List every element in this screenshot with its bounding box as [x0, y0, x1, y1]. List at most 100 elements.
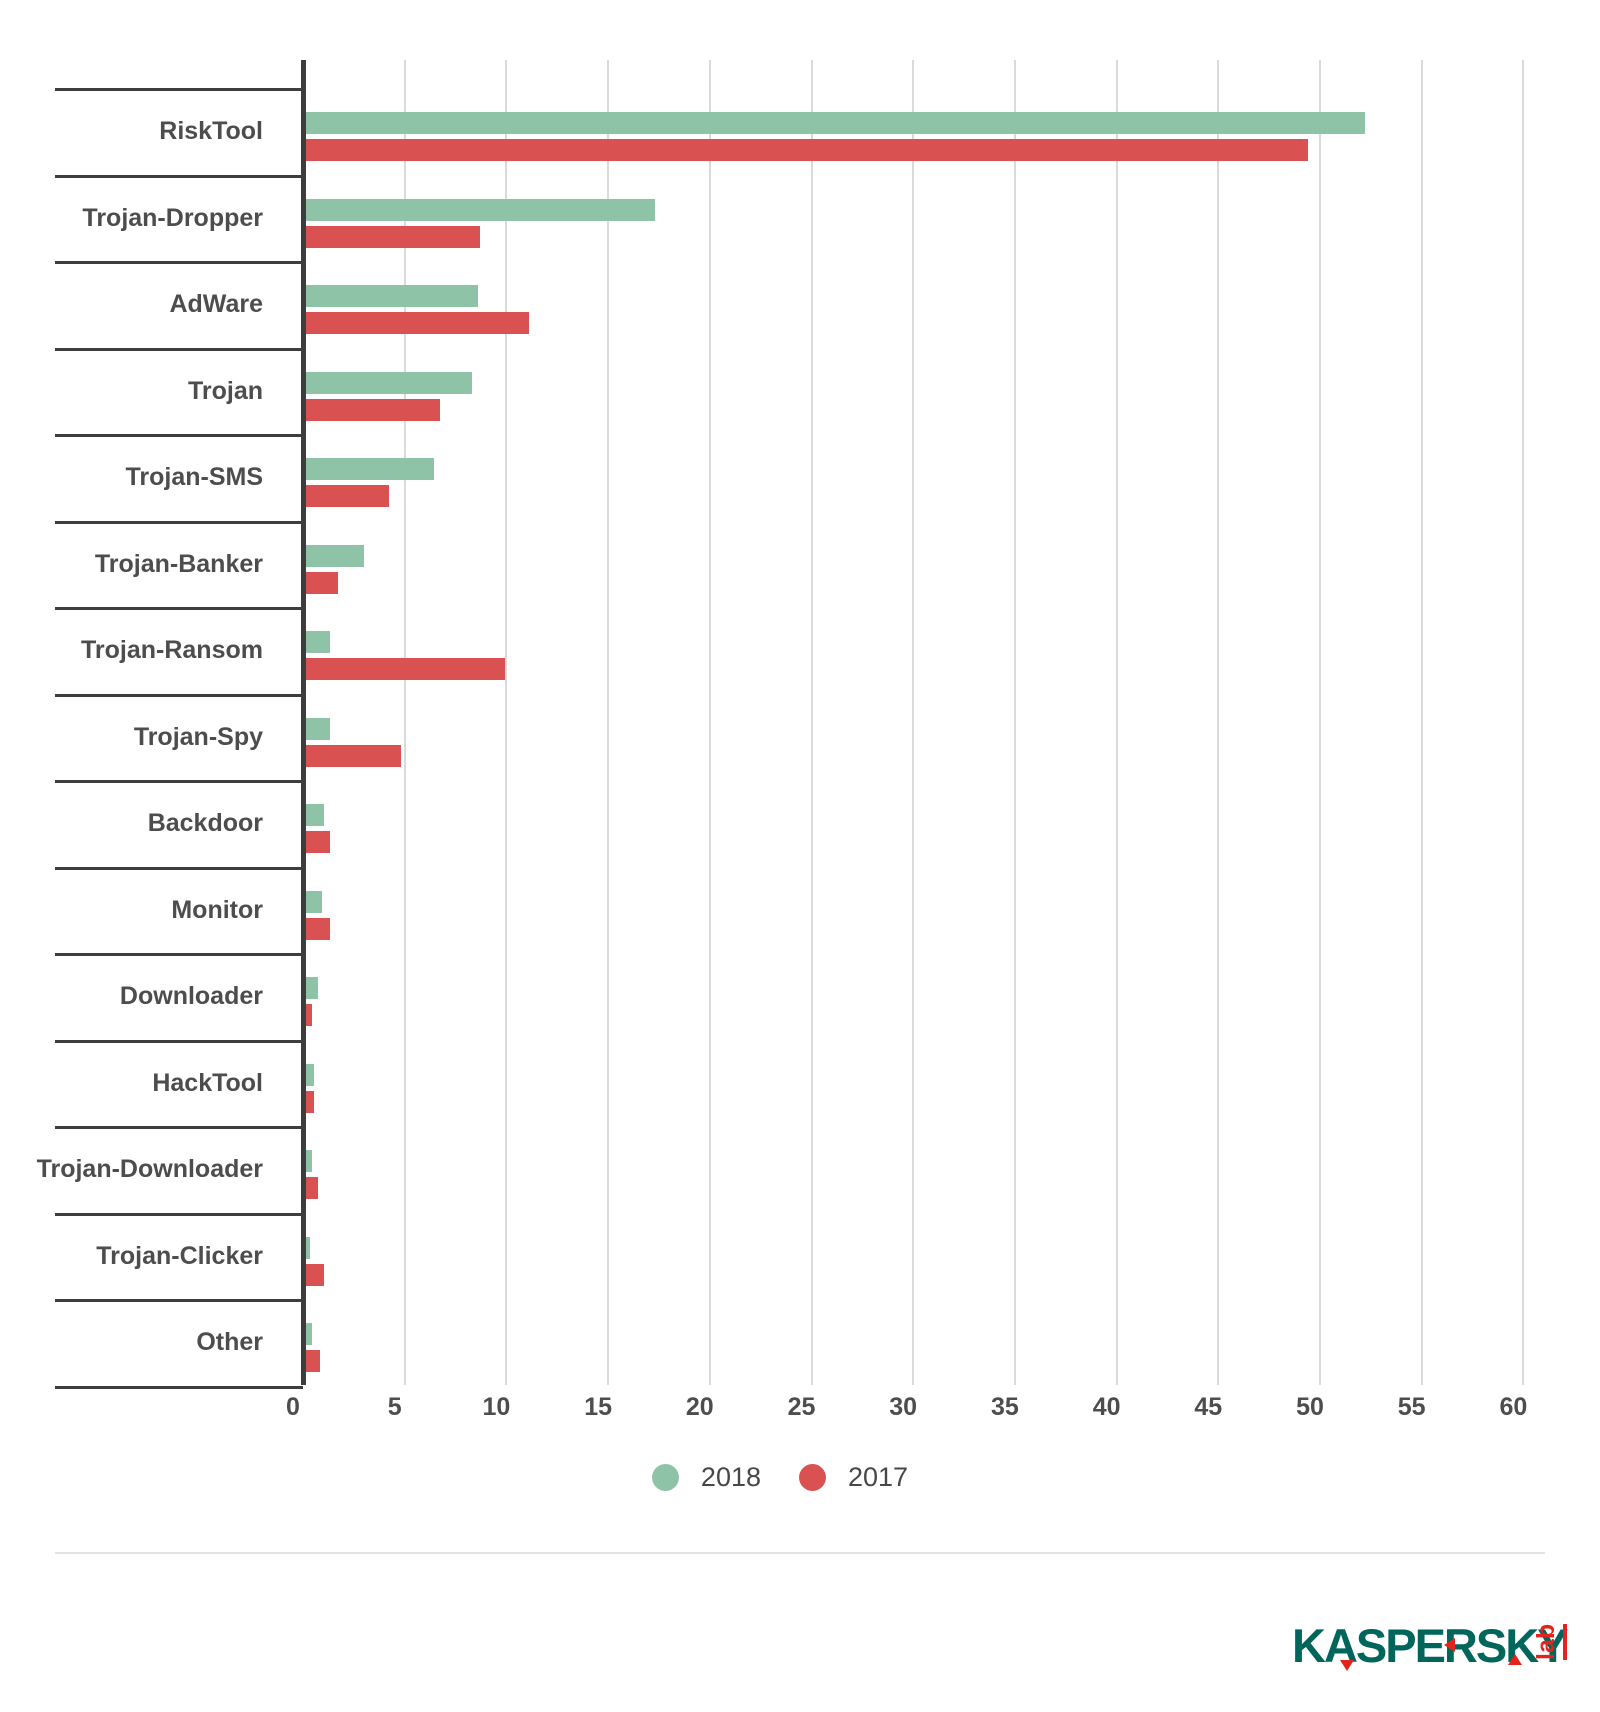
row-separator — [55, 953, 303, 956]
category-row-trojan-ransom: Trojan-Ransom — [0, 607, 1600, 694]
category-row-other: Other — [0, 1299, 1600, 1386]
row-separator — [55, 347, 303, 351]
bar-2018-adware — [305, 285, 479, 307]
logo-accent-triangle-icon — [1340, 1660, 1354, 1671]
x-tick-5: 5 — [387, 1393, 402, 1421]
bar-2017-trojan-sms — [305, 485, 389, 507]
category-row-trojan: Trojan — [0, 347, 1600, 435]
category-label: Trojan — [187, 376, 263, 405]
category-row-trojan-clicker: Trojan-Clicker — [0, 1212, 1600, 1300]
bar-2017-trojan-spy — [305, 744, 402, 767]
bar-2018-trojan-downloader — [305, 1150, 312, 1172]
bar-2018-trojan-ransom — [305, 631, 330, 653]
x-tick-10: 10 — [482, 1393, 511, 1421]
row-separator — [55, 1212, 303, 1216]
row-separator — [55, 607, 303, 610]
x-tick-60: 60 — [1499, 1393, 1528, 1421]
logo-accent-triangle-icon — [1508, 1654, 1522, 1665]
gridline-20 — [708, 60, 711, 1385]
row-separator — [55, 261, 303, 264]
x-tick-50: 50 — [1296, 1393, 1324, 1421]
x-tick-0: 0 — [286, 1393, 300, 1421]
row-separator — [55, 174, 303, 178]
gridline-60 — [1522, 60, 1525, 1385]
category-row-risktool: RiskTool — [0, 88, 1600, 175]
bar-2018-trojan — [305, 371, 473, 394]
x-tick-45: 45 — [1194, 1393, 1223, 1421]
category-label: Monitor — [171, 895, 263, 924]
y-axis-line — [300, 60, 306, 1385]
row-separator — [55, 520, 303, 524]
category-row-adware: AdWare — [0, 261, 1600, 348]
x-tick-15: 15 — [584, 1393, 612, 1421]
bar-2018-risktool — [305, 112, 1366, 134]
bar-2017-monitor — [305, 917, 330, 940]
category-label: Trojan-Downloader — [36, 1155, 263, 1183]
chart-legend: 2018 2017 — [0, 1462, 1560, 1493]
category-label: Trojan-SMS — [125, 463, 263, 491]
bar-2017-trojan-downloader — [305, 1177, 318, 1199]
row-separator — [55, 1299, 303, 1302]
category-label: Trojan-Spy — [133, 722, 263, 751]
category-label: RiskTool — [159, 117, 263, 145]
x-tick-35: 35 — [990, 1393, 1019, 1421]
category-row-trojan-banker: Trojan-Banker — [0, 520, 1600, 608]
row-separator — [55, 1126, 303, 1129]
gridline-15 — [607, 60, 610, 1385]
logo-lab-text: lab — [1532, 1623, 1567, 1660]
row-separator — [55, 1385, 303, 1389]
bar-2017-trojan-banker — [305, 571, 339, 594]
category-label: Other — [196, 1328, 263, 1356]
gridline-50 — [1319, 60, 1321, 1385]
legend-dot-2017 — [799, 1464, 826, 1491]
footer-divider — [55, 1552, 1545, 1554]
bar-2018-trojan-clicker — [305, 1236, 310, 1259]
kaspersky-lab-logo: KASPERSKY lab — [1292, 1608, 1569, 1688]
category-label: Trojan-Ransom — [81, 636, 263, 664]
bar-2017-backdoor — [305, 831, 330, 853]
bar-2017-adware — [305, 312, 530, 334]
bar-2017-risktool — [305, 139, 1309, 161]
bar-2018-downloader — [305, 977, 318, 999]
category-row-downloader: Downloader — [0, 953, 1600, 1040]
category-row-trojan-spy: Trojan-Spy — [0, 693, 1600, 781]
bar-2018-trojan-spy — [305, 717, 330, 740]
category-row-monitor: Monitor — [0, 866, 1600, 954]
bar-2017-trojan-ransom — [305, 658, 505, 680]
bar-2017-trojan-dropper — [305, 225, 481, 248]
x-tick-25: 25 — [787, 1393, 816, 1421]
category-label: HackTool — [152, 1068, 263, 1097]
category-label: Trojan-Banker — [94, 549, 263, 578]
category-row-trojan-sms: Trojan-SMS — [0, 434, 1600, 521]
category-label: Downloader — [119, 982, 263, 1010]
bar-2017-other — [305, 1350, 320, 1372]
gridline-55 — [1420, 60, 1423, 1385]
bar-2017-downloader — [305, 1004, 312, 1026]
gridline-45 — [1217, 60, 1220, 1385]
bar-2018-hacktool — [305, 1063, 314, 1086]
x-tick-55: 55 — [1397, 1393, 1426, 1421]
row-separator — [55, 1039, 303, 1043]
logo-accent-triangle-icon — [1444, 1638, 1455, 1652]
category-label: Backdoor — [147, 809, 263, 837]
legend-item-2017: 2017 — [799, 1462, 908, 1493]
category-row-trojan-dropper: Trojan-Dropper — [0, 174, 1600, 262]
row-separator — [55, 88, 303, 91]
bar-2017-trojan — [305, 398, 440, 421]
gridline-35 — [1013, 60, 1016, 1385]
x-tick-20: 20 — [685, 1393, 714, 1421]
bar-2018-backdoor — [305, 804, 324, 826]
gridline-30 — [912, 60, 915, 1385]
category-label: Trojan-Dropper — [82, 203, 263, 232]
x-tick-30: 30 — [889, 1393, 918, 1421]
gridline-10 — [505, 60, 508, 1385]
bar-2018-trojan-dropper — [305, 198, 656, 221]
category-row-backdoor: Backdoor — [0, 780, 1600, 867]
category-label: AdWare — [169, 290, 263, 318]
row-separator — [55, 434, 303, 437]
legend-item-2018: 2018 — [651, 1462, 761, 1493]
gridline-5 — [403, 60, 406, 1385]
legend-label-2018: 2018 — [700, 1462, 761, 1492]
bar-2018-trojan-sms — [305, 458, 434, 480]
x-tick-40: 40 — [1092, 1393, 1121, 1421]
